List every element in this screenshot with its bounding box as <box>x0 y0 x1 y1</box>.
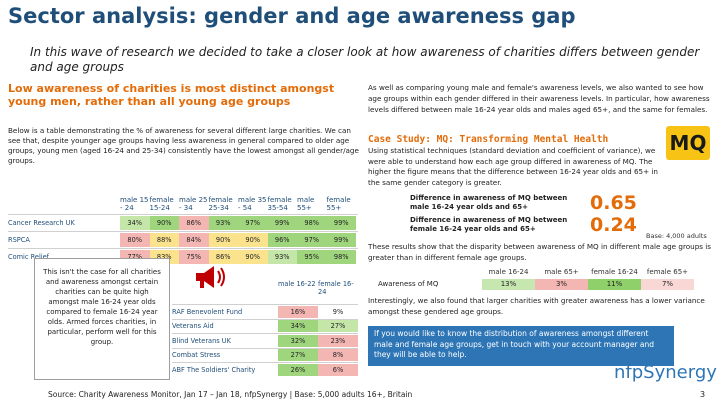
table-cell: 86% <box>179 216 209 230</box>
table-cell: 90% <box>238 233 268 247</box>
table-cell: 13% <box>482 278 535 290</box>
table-cell: 97% <box>238 216 268 230</box>
table-cell: 96% <box>267 233 297 247</box>
row-label: Awareness of MQ <box>378 280 439 288</box>
table-row: Veterans Aid 34% 27% <box>172 318 358 334</box>
left-heading: Low awareness of charities is most disti… <box>8 82 335 108</box>
mq-table-header: male 16-24 male 65+ female 16-24 female … <box>374 268 694 278</box>
table-cell: 93% <box>267 250 297 264</box>
difference-male: Difference in awareness of MQ between ma… <box>410 192 637 214</box>
difference-female: Difference in awareness of MQ between fe… <box>410 214 637 236</box>
difference-male-label: Difference in awareness of MQ between ma… <box>410 194 568 211</box>
awareness-table: male 15 - 24 female 15-24 male 25 - 34 f… <box>8 196 358 265</box>
table-cell: 6% <box>318 363 358 376</box>
table-cell: 90% <box>208 233 238 247</box>
row-label: RSPCA <box>8 236 30 244</box>
table-row: Combat Stress 27% 8% <box>172 347 358 363</box>
armed-forces-table-header: male 16-22 female 16-24 <box>172 280 358 304</box>
column-header: male 25 - 34 <box>179 196 208 212</box>
page-number: 3 <box>700 390 706 399</box>
column-header: female 16-24 <box>318 280 354 296</box>
contact-info-box: If you would like to know the distributi… <box>368 326 674 366</box>
base-note: Base: 4,000 adults <box>646 232 707 240</box>
difference-female-value: 0.24 <box>590 214 637 236</box>
column-header: female 55+ <box>326 196 351 212</box>
right-intro-text: As well as comparing young male and fema… <box>368 83 710 114</box>
column-header: male 65+ <box>544 268 579 276</box>
page-title: Sector analysis: gender and age awarenes… <box>8 4 576 28</box>
table-cell: 3% <box>535 278 588 290</box>
table-cell: 99% <box>326 233 356 247</box>
column-header: male 35 - 54 <box>238 196 267 212</box>
row-label: RAF Benevolent Fund <box>172 307 243 316</box>
difference-female-label: Difference in awareness of MQ between fe… <box>410 216 568 233</box>
table-row: Awareness of MQ 13% 3% 11% 7% <box>374 278 694 290</box>
table-cell: 93% <box>208 216 238 230</box>
column-header: male 15 - 24 <box>120 196 149 212</box>
column-header: male 16-22 <box>278 280 316 288</box>
variance-text: Interestingly, we also found that larger… <box>368 296 705 316</box>
column-header: male 55+ <box>297 196 315 212</box>
table-cell: 86% <box>208 250 238 264</box>
column-header: female 25-34 <box>208 196 233 212</box>
table-cell: 90% <box>149 216 179 230</box>
table-cell: 34% <box>278 320 318 333</box>
case-study-heading: Case Study: MQ: Transforming Mental Heal… <box>368 134 609 145</box>
row-label: ABF The Soldiers' Charity <box>172 365 256 374</box>
table-cell: 99% <box>267 216 297 230</box>
armed-forces-table: male 16-22 female 16-24 RAF Benevolent F… <box>172 280 358 377</box>
table-row: RSPCA 80% 88% 84% 90% 90% 96% 97% 99% <box>8 231 358 248</box>
table-cell: 90% <box>238 250 268 264</box>
table-row: Cancer Research UK 34% 90% 86% 93% 97% 9… <box>8 214 358 231</box>
row-label: Cancer Research UK <box>8 219 75 227</box>
page-subtitle: In this wave of research we decided to t… <box>30 45 700 74</box>
awareness-table-header: male 15 - 24 female 15-24 male 25 - 34 f… <box>8 196 358 214</box>
table-cell: 88% <box>149 233 179 247</box>
table-row: RAF Benevolent Fund 16% 9% <box>172 304 358 319</box>
brand-logo: nfpSynergy <box>614 362 717 383</box>
table-row: Comic Relief 77% 83% 75% 86% 90% 93% 95%… <box>8 248 358 265</box>
table-cell: 9% <box>318 305 358 318</box>
megaphone-icon <box>192 262 230 292</box>
row-label: Combat Stress <box>172 351 221 360</box>
table-cell: 84% <box>179 233 209 247</box>
table-cell: 27% <box>278 349 318 362</box>
table-cell: 11% <box>588 278 641 290</box>
table-cell: 98% <box>326 250 356 264</box>
table-row: ABF The Soldiers' Charity 26% 6% <box>172 362 358 377</box>
column-header: female 15-24 <box>149 196 174 212</box>
row-label: Veterans Aid <box>172 322 214 331</box>
table-cell: 75% <box>179 250 209 264</box>
table-row: Blind Veterans UK 32% 23% <box>172 333 358 348</box>
table-cell: 7% <box>641 278 694 290</box>
table-cell: 80% <box>120 233 150 247</box>
table-cell: 23% <box>318 334 358 347</box>
table-cell: 98% <box>297 216 327 230</box>
column-header: female 35-54 <box>267 196 292 212</box>
callout-box: This isn't the case for all charities an… <box>34 258 170 380</box>
row-label: Comic Relief <box>8 253 49 261</box>
column-header: female 16-24 <box>591 268 638 276</box>
difference-male-value: 0.65 <box>590 192 637 214</box>
table-cell: 34% <box>120 216 150 230</box>
mq-awareness-table: male 16-24 male 65+ female 16-24 female … <box>374 268 694 290</box>
column-header: female 65+ <box>646 268 689 276</box>
table-cell: 8% <box>318 349 358 362</box>
table-cell: 99% <box>326 216 356 230</box>
left-body-text: Below is a table demonstrating the % of … <box>8 126 359 165</box>
results-text: These results show that the disparity be… <box>368 242 712 262</box>
row-label: Blind Veterans UK <box>172 336 231 345</box>
table-cell: 32% <box>278 334 318 347</box>
source-footer: Source: Charity Awareness Monitor, Jan 1… <box>48 390 413 399</box>
table-cell: 26% <box>278 363 318 376</box>
mq-logo: MQ <box>666 126 710 160</box>
case-study-body: Using statistical techniques (standard d… <box>368 146 658 187</box>
table-cell: 27% <box>318 320 358 333</box>
table-cell: 95% <box>297 250 327 264</box>
table-cell: 16% <box>278 305 318 318</box>
column-header: male 16-24 <box>488 268 529 276</box>
table-cell: 97% <box>297 233 327 247</box>
